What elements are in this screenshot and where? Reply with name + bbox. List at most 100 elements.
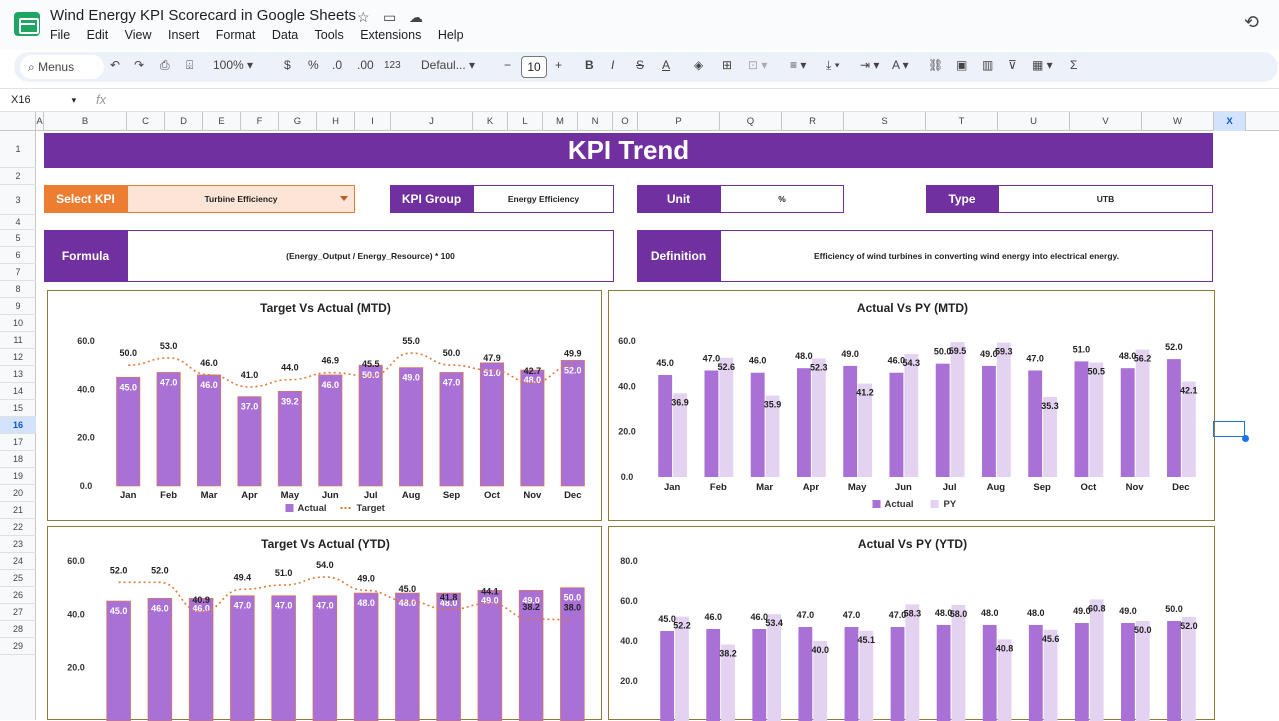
row-header[interactable]: 14 — [0, 383, 36, 400]
vertical-align-icon[interactable]: ⤓ ▾ — [826, 58, 840, 72]
merge-cells-icon[interactable]: ⊡ ▾ — [748, 58, 768, 72]
filter-icon[interactable]: ⊽ — [1008, 58, 1017, 72]
horizontal-align-icon[interactable]: ≡ ▾ — [790, 58, 807, 72]
row-header[interactable]: 10 — [0, 315, 36, 332]
insert-comment-icon[interactable]: ▣ — [956, 58, 968, 72]
menu-insert[interactable]: Insert — [168, 28, 200, 42]
row-header[interactable]: 15 — [0, 400, 36, 417]
row-header[interactable]: 2 — [0, 168, 36, 185]
menu-data[interactable]: Data — [271, 28, 299, 42]
row-header[interactable]: 19 — [0, 468, 36, 485]
row-header[interactable]: 24 — [0, 553, 36, 570]
column-header[interactable]: N — [578, 112, 613, 131]
dropdown-arrow-icon[interactable] — [340, 196, 348, 201]
row-header[interactable]: 5 — [0, 230, 36, 247]
column-header[interactable]: X — [1214, 112, 1246, 131]
functions-icon[interactable]: Σ — [1070, 58, 1078, 72]
search-menus[interactable]: ⌕ Menus — [20, 55, 104, 79]
row-header[interactable]: 8 — [0, 281, 36, 298]
select-kpi-dropdown[interactable]: Turbine Efficiency — [127, 185, 355, 213]
sheets-logo-icon[interactable] — [14, 12, 40, 36]
column-header[interactable]: P — [638, 112, 720, 131]
row-header[interactable]: 22 — [0, 519, 36, 536]
menu-help[interactable]: Help — [437, 28, 464, 42]
column-header[interactable]: R — [782, 112, 844, 131]
row-header[interactable]: 28 — [0, 621, 36, 638]
column-header[interactable]: I — [355, 112, 391, 131]
select-all-corner[interactable] — [0, 112, 36, 131]
row-header[interactable]: 20 — [0, 485, 36, 502]
italic-icon[interactable]: I — [611, 58, 615, 72]
row-header[interactable]: 25 — [0, 570, 36, 587]
row-header[interactable]: 18 — [0, 451, 36, 468]
column-header[interactable]: G — [279, 112, 317, 131]
row-header[interactable]: 9 — [0, 298, 36, 315]
insert-chart-icon[interactable]: ▥ — [982, 58, 994, 72]
column-header[interactable]: W — [1142, 112, 1214, 131]
paint-format-icon[interactable]: ⌹ — [186, 58, 194, 72]
chart-actual-vs-py-ytd[interactable]: Actual Vs PY (YTD) 80.0 60.0 40.0 20.0 45.0 52… — [608, 526, 1215, 721]
row-header[interactable]: 11 — [0, 332, 36, 349]
row-header[interactable]: 12 — [0, 349, 36, 366]
column-header[interactable]: Q — [720, 112, 782, 131]
percent-format-button[interactable]: % — [308, 58, 319, 72]
decrease-decimal-button[interactable]: .0 — [332, 58, 343, 72]
row-header[interactable]: 16 — [0, 417, 36, 434]
row-header[interactable]: 13 — [0, 366, 36, 383]
cloud-status-icon[interactable]: ☁ — [409, 9, 423, 25]
version-history-icon[interactable]: ⟲ — [1243, 12, 1259, 32]
bold-icon[interactable]: B — [585, 58, 594, 72]
column-header[interactable]: H — [317, 112, 355, 131]
menu-extensions[interactable]: Extensions — [360, 28, 422, 42]
increase-decimal-button[interactable]: .00 — [357, 58, 374, 72]
row-header[interactable]: 6 — [0, 247, 36, 264]
more-formats-button[interactable]: 123 — [384, 60, 401, 71]
column-header[interactable]: T — [926, 112, 998, 131]
column-header[interactable]: V — [1070, 112, 1142, 131]
row-header[interactable]: 27 — [0, 604, 36, 621]
document-title[interactable]: Wind Energy KPI Scorecard in Google Shee… — [50, 7, 356, 24]
strikethrough-icon[interactable]: S — [636, 58, 645, 72]
column-header[interactable]: E — [203, 112, 241, 131]
borders-icon[interactable]: ⊞ — [722, 58, 733, 72]
row-header[interactable]: 29 — [0, 638, 36, 655]
row-header[interactable]: 21 — [0, 502, 36, 519]
row-header[interactable]: 7 — [0, 264, 36, 281]
menu-file[interactable]: File — [50, 28, 71, 42]
fill-handle[interactable] — [1242, 435, 1249, 442]
row-header[interactable]: 3 — [0, 185, 36, 215]
column-header[interactable]: L — [508, 112, 543, 131]
column-header[interactable]: A — [36, 112, 44, 131]
print-icon[interactable]: ⎙ — [160, 58, 170, 72]
row-header[interactable]: 4 — [0, 215, 36, 230]
selected-cell-outline[interactable] — [1213, 421, 1245, 437]
insert-link-icon[interactable]: ⛓ — [928, 58, 944, 72]
column-header[interactable]: K — [473, 112, 508, 131]
column-header[interactable]: J — [391, 112, 473, 131]
font-select[interactable]: Defaul... ▾ — [421, 58, 476, 72]
column-header[interactable]: C — [127, 112, 165, 131]
font-size-increase-icon[interactable]: + — [555, 58, 563, 72]
row-header[interactable]: 26 — [0, 587, 36, 604]
undo-icon[interactable]: ↶ — [110, 58, 121, 72]
filter-views-icon[interactable]: ▦ ▾ — [1032, 58, 1053, 72]
column-header[interactable]: O — [613, 112, 638, 131]
text-wrapping-icon[interactable]: ⇥ ▾ — [860, 58, 880, 72]
chart-target-vs-actual-mtd[interactable]: Target Vs Actual (MTD) 60.0 40.0 20.0 0.0 45.… — [47, 290, 602, 521]
name-box[interactable]: X16 ▾ — [11, 94, 76, 106]
chart-actual-vs-py-mtd[interactable]: Actual Vs PY (MTD) 60.0 40.0 20.0 0.0 45.0 36.… — [608, 290, 1215, 521]
menu-edit[interactable]: Edit — [86, 28, 109, 42]
column-header[interactable]: B — [44, 112, 127, 131]
menu-tools[interactable]: Tools — [314, 28, 344, 42]
font-size-decrease-icon[interactable]: − — [504, 58, 512, 72]
text-rotation-icon[interactable]: A ▾ — [892, 58, 909, 72]
move-folder-icon[interactable]: ▭ — [383, 9, 397, 25]
star-icon[interactable]: ☆ — [357, 9, 370, 25]
fill-color-icon[interactable]: ◈ — [694, 58, 704, 72]
text-color-icon[interactable]: A — [662, 58, 671, 72]
column-header[interactable]: S — [844, 112, 926, 131]
column-header[interactable]: F — [241, 112, 279, 131]
row-header[interactable]: 1 — [0, 131, 36, 168]
redo-icon[interactable]: ↷ — [134, 58, 145, 72]
currency-format-button[interactable]: $ — [284, 58, 291, 72]
